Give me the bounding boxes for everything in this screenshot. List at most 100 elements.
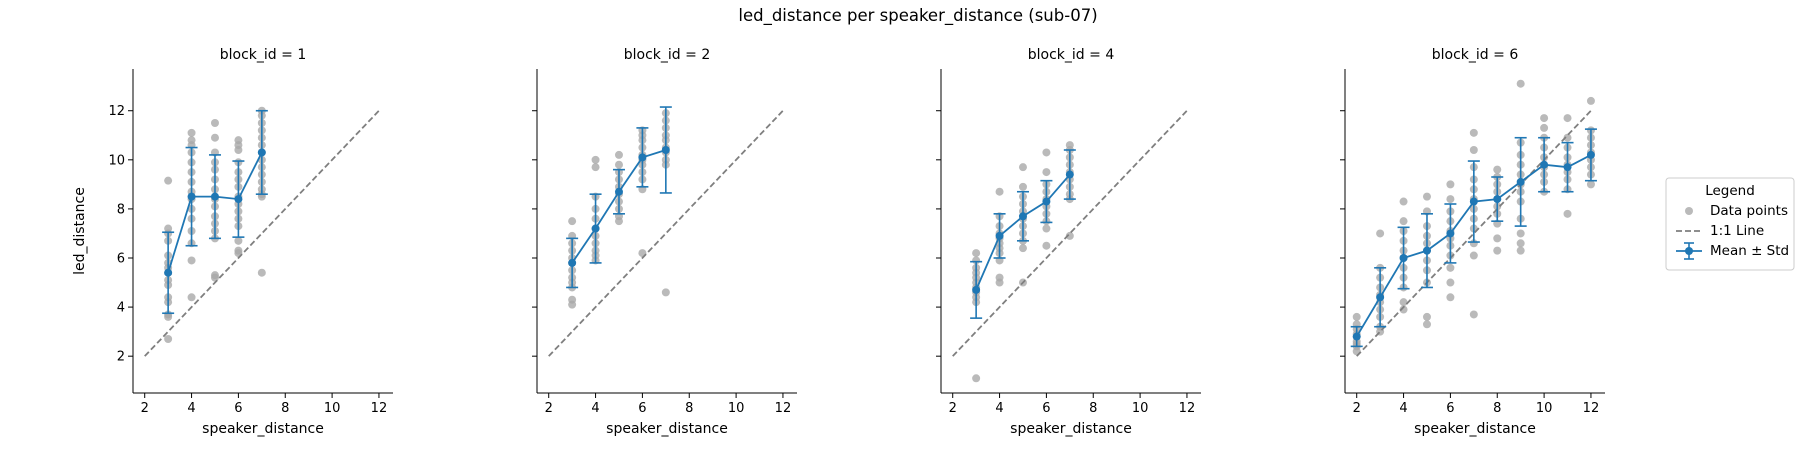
data-point xyxy=(1399,217,1408,226)
data-point xyxy=(257,268,266,277)
x-tick-label: 8 xyxy=(685,401,693,416)
data-point xyxy=(614,217,623,226)
data-point xyxy=(1516,79,1525,88)
identity-line xyxy=(952,110,1188,357)
data-point xyxy=(1493,165,1502,174)
mean-marker xyxy=(234,195,243,204)
data-point xyxy=(995,187,1004,196)
errorbar-icon-dot xyxy=(1685,247,1693,255)
data-point xyxy=(1018,182,1027,191)
data-point xyxy=(1586,180,1595,189)
panel-title: block_id = 6 xyxy=(1432,47,1519,63)
data-point xyxy=(1516,246,1525,255)
x-tick-label: 10 xyxy=(324,401,341,416)
panel-3: block_id = 4 2 4 6 8 10 12 speaker_distance xyxy=(936,47,1201,437)
x-tick-label: 6 xyxy=(1446,401,1454,416)
mean-marker xyxy=(1352,332,1361,341)
figure-title: led_distance per speaker_distance (sub-0… xyxy=(738,6,1097,26)
data-point xyxy=(1563,114,1572,123)
data-point xyxy=(568,217,577,226)
y-tick-label: 2 xyxy=(117,350,125,365)
mean-marker xyxy=(638,153,647,162)
data-point xyxy=(568,300,577,309)
data-point xyxy=(1399,197,1408,206)
x-tick-label: 12 xyxy=(371,401,388,416)
data-point xyxy=(1446,293,1455,302)
data-point xyxy=(187,256,196,265)
mean-marker xyxy=(1446,229,1455,238)
mean-marker xyxy=(1018,212,1027,221)
data-point xyxy=(1563,133,1572,142)
y-tick-label: 10 xyxy=(108,153,125,168)
data-point xyxy=(1446,180,1455,189)
identity-line xyxy=(548,110,784,357)
x-tick-label: 2 xyxy=(545,401,553,416)
legend-label: 1:1 Line xyxy=(1710,223,1764,239)
x-tick-label: 8 xyxy=(281,401,289,416)
x-tick-label: 2 xyxy=(949,401,957,416)
mean-marker xyxy=(972,285,981,294)
y-tick-label: 4 xyxy=(117,301,125,316)
data-point xyxy=(1352,312,1361,321)
x-tick-label: 4 xyxy=(1399,401,1407,416)
data-point xyxy=(1042,241,1051,250)
x-tick-label: 12 xyxy=(1179,401,1196,416)
x-tick-label: 8 xyxy=(1493,401,1501,416)
data-point xyxy=(995,278,1004,287)
data-point xyxy=(187,293,196,302)
data-point xyxy=(187,128,196,137)
data-point xyxy=(614,150,623,159)
data-point xyxy=(1376,229,1385,238)
mean-marker xyxy=(1516,177,1525,186)
mean-marker xyxy=(661,146,670,154)
data-point xyxy=(1493,234,1502,243)
data-point xyxy=(1042,168,1051,177)
data-point xyxy=(1065,231,1074,240)
x-tick-label: 4 xyxy=(591,401,599,416)
x-tick-label: 4 xyxy=(995,401,1003,416)
x-tick-label: 12 xyxy=(775,401,792,416)
x-tick-label: 10 xyxy=(1132,401,1149,416)
data-point xyxy=(1469,310,1478,319)
y-tick-label: 8 xyxy=(117,202,125,217)
y-tick-label: 6 xyxy=(117,252,125,267)
data-point xyxy=(661,288,670,297)
mean-marker xyxy=(1399,254,1408,262)
mean-marker xyxy=(1469,197,1478,206)
gray-dot-icon xyxy=(1685,207,1693,215)
x-tick-label: 6 xyxy=(638,401,646,416)
errorbar-marker-icon xyxy=(1676,242,1702,260)
mean-marker xyxy=(1563,163,1572,172)
legend-title: Legend xyxy=(1705,183,1755,199)
data-point xyxy=(1422,320,1431,329)
x-axis-label: speaker_distance xyxy=(606,421,728,437)
x-tick-label: 2 xyxy=(1353,401,1361,416)
x-tick-label: 8 xyxy=(1089,401,1097,416)
panel-1: block_id = 1 2 4 6 8 10 12 2 4 6 8 10 12 speaker_dist… xyxy=(72,47,393,437)
mean-marker xyxy=(995,231,1004,240)
x-tick-label: 10 xyxy=(1536,401,1553,416)
data-point xyxy=(1540,123,1549,132)
data-point xyxy=(1446,195,1455,204)
data-point xyxy=(1516,229,1525,238)
x-axis-label: speaker_distance xyxy=(1010,421,1132,437)
x-tick-label: 2 xyxy=(141,401,149,416)
data-point xyxy=(1586,96,1595,105)
data-point xyxy=(1018,244,1027,253)
identity-line xyxy=(144,110,380,357)
legend-box xyxy=(1665,177,1795,271)
mean-marker xyxy=(568,258,577,267)
legend: Legend Data points 1:1 Line Mean ± Std xyxy=(1665,177,1795,271)
mean-marker xyxy=(591,224,600,233)
mean-marker xyxy=(1376,293,1385,302)
mean-marker xyxy=(1493,195,1502,204)
panel-title: block_id = 2 xyxy=(624,47,710,63)
mean-marker xyxy=(164,268,173,277)
data-point xyxy=(210,133,219,142)
data-point xyxy=(1516,239,1525,248)
x-tick-label: 6 xyxy=(234,401,242,416)
x-tick-label: 6 xyxy=(1042,401,1050,416)
panel-4: block_id = 6 2 4 6 8 10 12 speaker_distance xyxy=(1340,47,1605,437)
x-tick-label: 12 xyxy=(1583,401,1600,416)
